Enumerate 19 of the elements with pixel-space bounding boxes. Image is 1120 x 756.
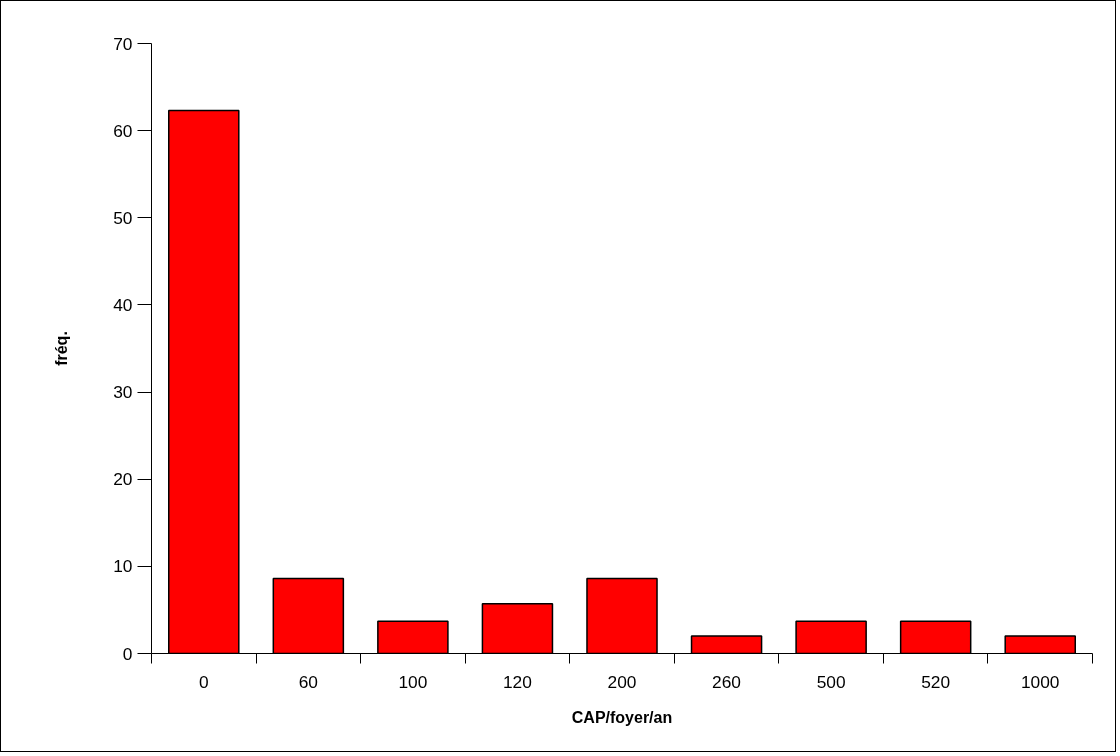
y-tick-label: 70 xyxy=(113,33,133,54)
x-tick-label: 200 xyxy=(607,671,637,692)
x-tick-label: 260 xyxy=(712,671,742,692)
x-tick-label: 120 xyxy=(502,671,532,692)
y-tick-label: 20 xyxy=(113,469,133,490)
x-tick-label: 500 xyxy=(816,671,846,692)
y-tick-label: 10 xyxy=(113,556,133,577)
y-tick-label: 0 xyxy=(122,643,133,664)
x-tick-label: 100 xyxy=(398,671,428,692)
y-tick-label: 50 xyxy=(113,207,133,228)
x-tick-label: 1000 xyxy=(1020,671,1060,692)
x-axis-title: CAP/foyer/an xyxy=(571,708,673,726)
x-tick-label: 520 xyxy=(921,671,951,692)
y-tick-label: 30 xyxy=(113,382,133,403)
y-tick-label: 40 xyxy=(113,294,133,315)
x-tick-label: 60 xyxy=(298,671,318,692)
y-axis-title: fréq. xyxy=(53,331,71,366)
y-tick-label: 60 xyxy=(113,120,133,141)
x-tick-label: 0 xyxy=(198,671,209,692)
